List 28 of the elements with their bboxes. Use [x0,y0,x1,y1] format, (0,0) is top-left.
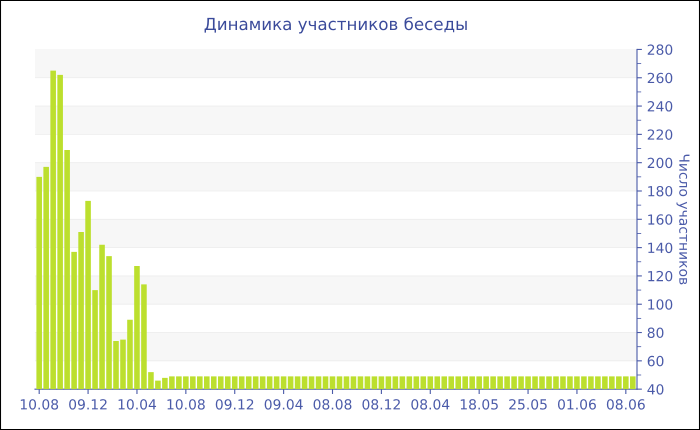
y-tick-label: 60 [648,356,664,366]
x-tick-label: 25.05 [509,399,547,410]
chart-title: Динамика участников беседы [204,17,467,34]
x-tick-label: 08.12 [362,399,400,410]
x-tick-label: 10.04 [118,399,156,410]
y-tick-label: 260 [648,72,672,84]
x-tick-label: 08.06 [606,399,645,410]
y-tick-label: 280 [648,44,672,55]
y-tick-label: 100 [648,299,672,310]
x-tick-label: 09.12 [216,399,254,410]
y-axis-title: Число участников [676,154,690,284]
y-tick-label: 240 [648,101,672,112]
x-tick-label: 01.06 [558,399,596,410]
y-tick-label: 40 [647,384,664,395]
y-tick-label: 220 [648,129,672,140]
y-tick-label: 120 [648,270,672,282]
x-tick-label: 08.08 [314,399,352,410]
x-tick-label: 18.05 [460,399,498,410]
y-tick-label: 160 [648,214,672,225]
x-tick-label: 09.12 [69,399,107,410]
x-tick-label: 10.08 [20,399,58,410]
y-tick-label: 80 [648,328,664,338]
x-tick-label: 08.04 [411,399,450,410]
y-tick-label: 140 [648,242,672,254]
x-tick-label: 09.04 [264,399,303,410]
y-tick-label: 200 [648,158,672,168]
x-tick-label: 10.08 [167,399,205,410]
y-tick-label: 180 [648,186,672,196]
